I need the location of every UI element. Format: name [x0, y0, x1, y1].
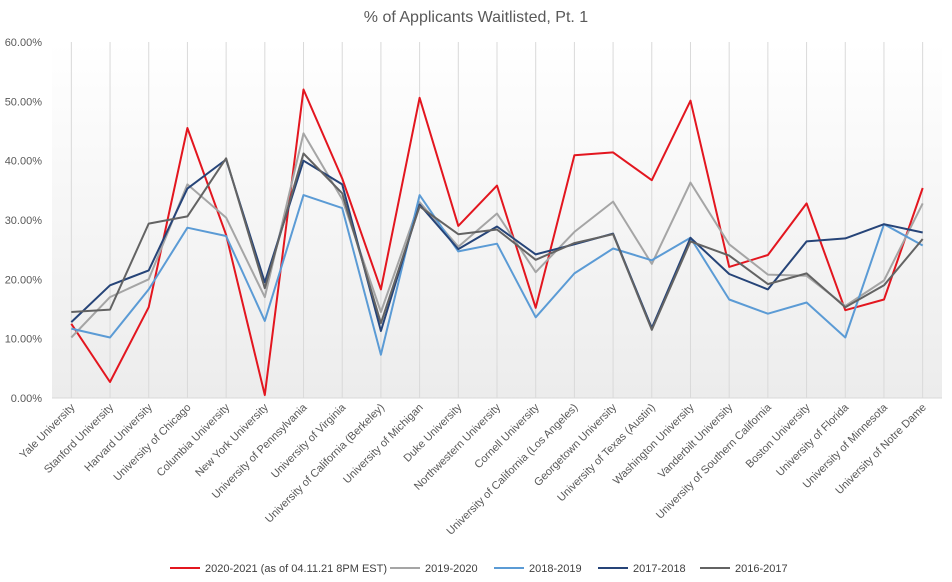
x-category-label: Stanford University: [42, 401, 117, 476]
y-tick-label: 10.00%: [5, 334, 43, 346]
series-line-3: [70, 158, 923, 332]
series-line-4: [71, 152, 924, 331]
legend-label: 2019-2020: [425, 563, 478, 575]
y-axis-ticks: 0.00% 10.00% 20.00% 30.00% 40.00% 50.00% 60.00…: [5, 37, 43, 405]
y-tick-label: 60.00%: [5, 37, 43, 49]
x-category-label: Vanderbilt University: [656, 401, 736, 481]
x-category-label: Columbia University: [155, 401, 233, 479]
legend-label: 2018-2019: [529, 563, 582, 575]
x-category-label: University of Virginia: [269, 401, 349, 481]
y-tick-label: 40.00%: [5, 156, 43, 168]
series-line-1: [70, 132, 924, 339]
legend-label: 2020-2021 (as of 04.11.21 8PM EST): [205, 563, 387, 575]
y-tick-label: 50.00%: [5, 96, 43, 108]
x-category-label: Harvard University: [82, 401, 155, 474]
legend-label: 2016-2017: [735, 563, 788, 575]
legend: 2020-2021 (as of 04.11.21 8PM EST) 2019-2…: [170, 563, 788, 575]
y-tick-label: 30.00%: [5, 215, 43, 227]
x-category-label: Cornell University: [472, 401, 542, 471]
x-category-label: University of Florida: [774, 401, 852, 479]
legend-label: 2017-2018: [633, 563, 686, 575]
y-tick-label: 0.00%: [11, 393, 42, 405]
chart-title: % of Applicants Waitlisted, Pt. 1: [364, 9, 589, 26]
series-line-2: [71, 194, 924, 356]
x-category-label: New York University: [193, 401, 271, 479]
series-line-0: [70, 88, 924, 396]
y-tick-label: 20.00%: [5, 274, 43, 286]
gridlines: [52, 42, 942, 399]
x-category-label: University of Chicago: [112, 402, 194, 484]
series-lines: [70, 88, 924, 396]
